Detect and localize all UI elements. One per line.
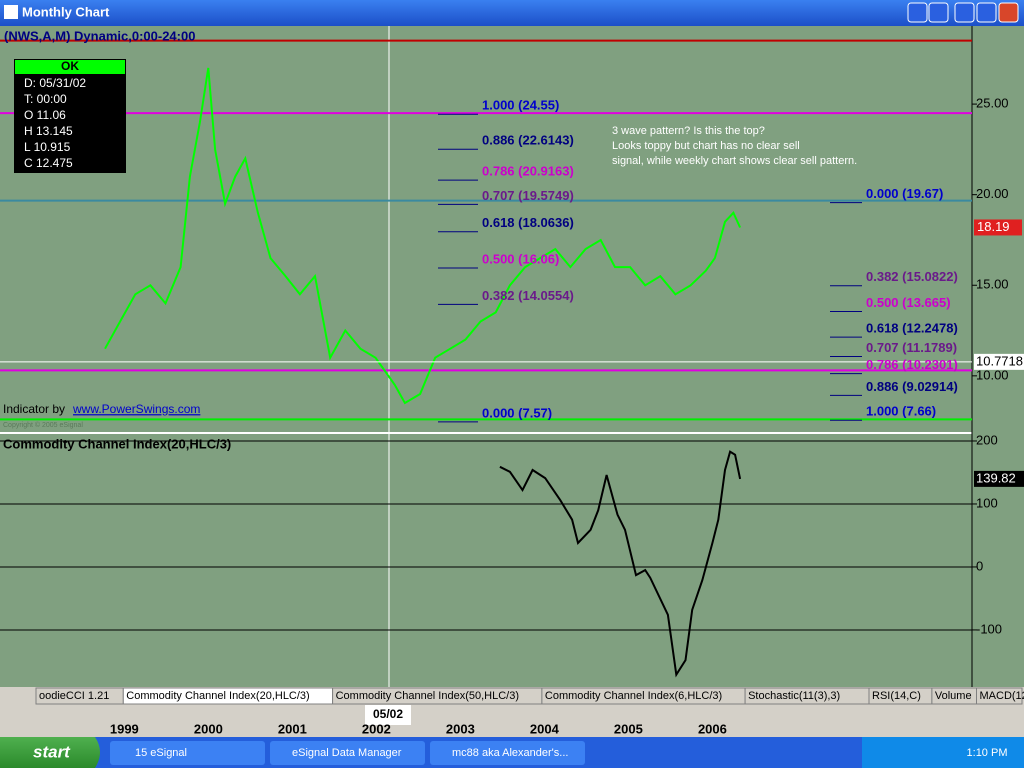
chart-title: (NWS,A,M) Dynamic,0:00-24:00 [4,28,195,43]
y-tick-label: 100 [976,495,998,510]
time-axis [0,705,1024,737]
tab-label[interactable]: Commodity Channel Index(50,HLC/3) [336,690,519,702]
y-tick-label: 15.00 [976,277,1009,292]
data-row: O 11.06 [24,108,66,122]
crosshair-box [974,353,1024,370]
crosshair-price: 10.7718 [976,353,1023,368]
fib-label: 0.000 (19.67) [866,186,943,201]
cci-chart: -100 0 100 200 139.82 [0,432,1024,678]
tab[interactable] [976,687,1023,705]
fib-label: 1.000 (24.55) [482,98,559,113]
fib-label: 1.000 (7.66) [866,404,936,419]
annotation: signal, while weekly chart shows clear s… [612,155,857,167]
fib-label: 0.500 (13.665) [866,295,951,310]
price-chart: 10.00 15.00 20.00 25.00 18.19 10.7718 1.000 (2… [0,39,1024,423]
cursor-date-box [365,705,411,725]
scroll-button[interactable] [907,2,928,23]
tabs: oodieCCI 1.21 Commodity Channel Index(20,… [35,687,1024,705]
y-tick-label: 20.00 [976,186,1009,201]
clock: 1:10 PM [967,747,1008,759]
x-tick-label: 1999 [110,721,139,736]
fib-label: 0.618 (18.0636) [482,215,574,230]
ok-button[interactable] [15,60,125,74]
annotation: 3 wave pattern? Is this the top? [612,125,765,137]
annotation: Looks toppy but chart has no clear sell [612,140,800,152]
copyright: Copyright © 2005 eSignal [3,421,83,429]
tab-label[interactable]: Commodity Channel Index(6,HLC/3) [545,690,722,702]
fib-label: 0.500 (16.06) [482,251,559,266]
data-row: T: 00:00 [24,92,67,106]
tab-label[interactable]: MACD(12,26,9,C) [980,690,1024,702]
last-price: 18.19 [977,219,1010,234]
tab-label[interactable]: oodieCCI 1.21 [39,690,109,702]
window-title: Monthly Chart [22,4,110,19]
close-button[interactable] [998,2,1019,23]
tab-label[interactable]: Stochastic(11(3),3) [748,690,840,702]
y-tick-label: 200 [976,432,998,447]
data-row: C 12.475 [24,156,73,170]
fib-label: 0.707 (19.5749) [482,188,574,203]
start-label[interactable]: start [33,742,71,761]
data-window-rows: D: 05/31/02 T: 00:00 O 11.06 H 13.145 L 10.9… [24,76,86,170]
system-tray [862,737,1024,768]
data-row: H 13.145 [24,124,73,138]
last-value-box [974,470,1024,487]
x-tick-label: 2002 [362,721,391,736]
title-bar [0,0,1024,26]
y-tick-label: 10.00 [976,367,1009,382]
last-value: 139.82 [976,470,1016,485]
x-tick-label: 2001 [278,721,307,736]
tab-label[interactable]: Commodity Channel Index(20,HLC/3) [126,690,309,702]
fib-label: 0.000 (7.57) [482,405,552,420]
y-tick-label: -100 [976,621,1002,636]
y-tick-label: 25.00 [976,96,1009,111]
minimize-button[interactable] [954,2,975,23]
cursor-date: 05/02 [373,707,403,721]
task-button[interactable] [430,741,585,765]
data-row: L 10.915 [24,140,71,154]
price-panel [0,26,1024,433]
tab-label[interactable]: Volume [935,690,972,702]
fib-label: 0.886 (22.6143) [482,133,574,148]
fib-label: 0.618 (12.2478) [866,321,958,336]
fib-label: 0.886 (9.02914) [866,379,958,394]
task-button[interactable] [270,741,425,765]
fib-label: 0.786 (20.9163) [482,164,574,179]
x-tick-label: 2005 [614,721,643,736]
task-label[interactable]: mc88 aka Alexander's... [452,747,568,759]
x-tick-label: 2004 [530,721,560,736]
data-row: D: 05/31/02 [24,76,86,90]
series-line [104,67,742,405]
fib-label: 0.382 (15.0822) [866,269,958,284]
data-window [14,59,126,173]
tab-label[interactable]: RSI(14,C) [872,690,921,702]
fib-label: 0.707 (11.1789) [866,340,957,355]
task-label[interactable]: eSignal Data Manager [292,747,402,759]
y-tick-label: 0 [976,558,983,573]
x-tick-label: 2003 [446,721,475,736]
fib-label: 0.382 (14.0554) [482,288,574,303]
task-button[interactable] [110,741,265,765]
credit-link[interactable]: www.PowerSwings.com [72,402,200,416]
cci-panel [0,433,1024,687]
start-button[interactable] [0,737,100,768]
restore-button[interactable] [928,2,949,23]
task-label[interactable]: 15 eSignal [135,747,187,759]
app-icon [4,5,18,19]
series-line [499,450,742,678]
x-tick-label: 2000 [194,721,223,736]
last-price-box [974,219,1022,236]
fib-label: 0.786 (10.2301) [866,357,958,372]
x-tick-label: 2006 [698,721,727,736]
maximize-button[interactable] [976,2,997,23]
credit: Indicator by [3,402,65,416]
ok-label[interactable]: OK [61,59,79,73]
cci-title: Commodity Channel Index(20,HLC/3) [3,436,231,451]
